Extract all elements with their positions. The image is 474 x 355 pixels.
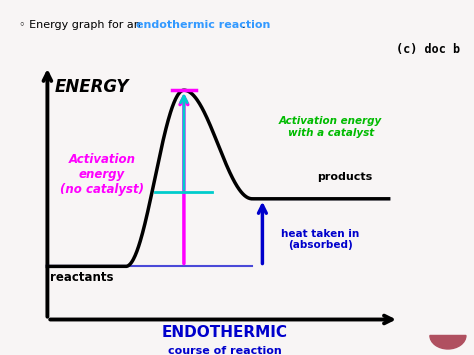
Text: ENERGY: ENERGY bbox=[54, 78, 128, 96]
Text: reactants: reactants bbox=[50, 271, 113, 284]
Text: course of reaction: course of reaction bbox=[168, 346, 282, 355]
Text: products: products bbox=[317, 172, 372, 182]
Text: endothermic reaction: endothermic reaction bbox=[136, 20, 270, 29]
Text: ◦ Energy graph for an: ◦ Energy graph for an bbox=[19, 20, 145, 29]
Text: (c) doc b: (c) doc b bbox=[396, 43, 460, 56]
Wedge shape bbox=[430, 335, 466, 349]
Text: Activation
energy
(no catalyst): Activation energy (no catalyst) bbox=[60, 153, 144, 196]
Text: .: . bbox=[242, 20, 246, 29]
Text: Activation energy
with a catalyst: Activation energy with a catalyst bbox=[279, 116, 383, 138]
Text: heat taken in
(absorbed): heat taken in (absorbed) bbox=[281, 229, 360, 250]
Text: ENDOTHERMIC: ENDOTHERMIC bbox=[162, 325, 288, 340]
